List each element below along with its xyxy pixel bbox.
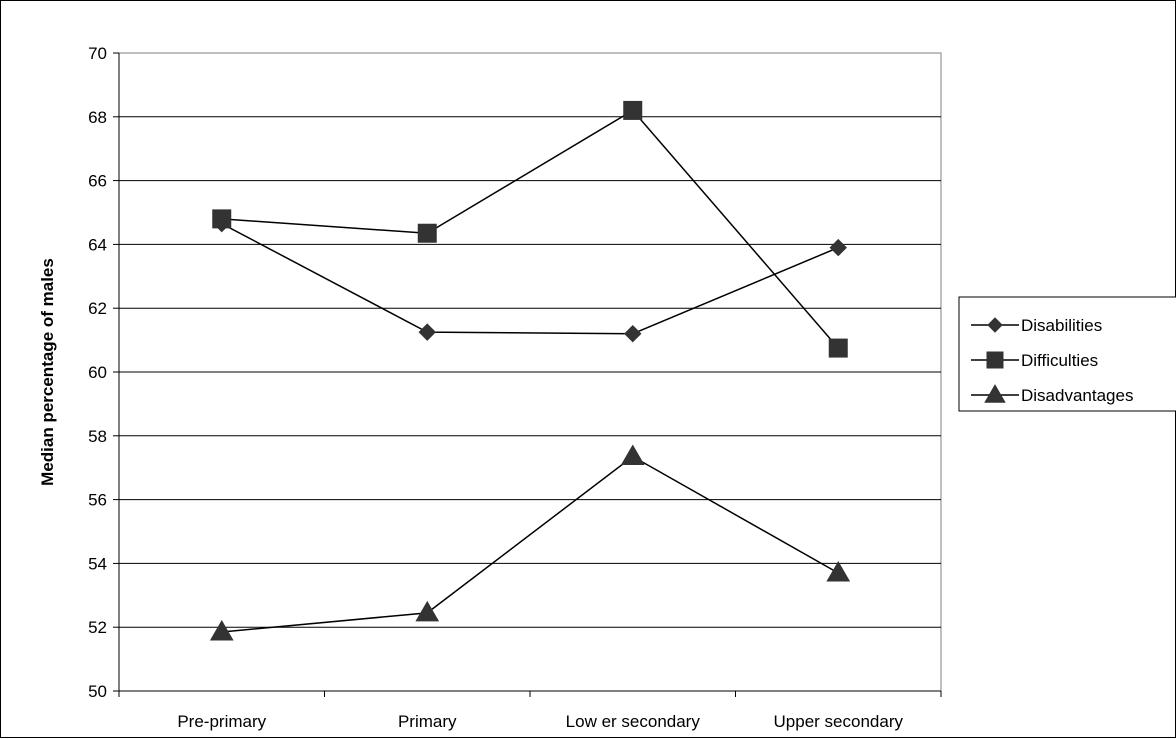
data-point: [417, 223, 437, 243]
data-point: [829, 238, 847, 257]
data-point: [212, 209, 232, 229]
data-point: [209, 619, 234, 641]
y-tick-label: 52: [88, 618, 107, 637]
data-point: [620, 444, 645, 466]
y-tick-label: 64: [88, 235, 107, 254]
data-point: [828, 338, 848, 358]
data-point: [415, 600, 440, 622]
x-tick-label: Primary: [398, 712, 457, 731]
series-line: [221, 223, 839, 335]
series-line: [221, 109, 839, 349]
y-tick-label: 50: [88, 682, 107, 701]
y-tick-label: 68: [88, 108, 107, 127]
x-tick-label: Pre-primary: [177, 712, 266, 731]
legend-entry: Disabilities: [971, 316, 1102, 335]
legend-marker: [987, 317, 1003, 333]
data-point: [418, 323, 436, 341]
legend-marker: [986, 351, 1004, 369]
legend-entry: Difficulties: [971, 351, 1098, 370]
y-tick-label: 54: [88, 554, 107, 573]
legend-label: Difficulties: [1021, 351, 1098, 370]
data-point: [624, 325, 642, 343]
y-tick-label: 62: [88, 299, 107, 318]
series-line: [221, 455, 839, 633]
data-point: [826, 560, 851, 582]
y-tick-label: 60: [88, 363, 107, 382]
y-tick-label: 70: [88, 44, 107, 63]
legend-entry: Disadvantages: [971, 384, 1133, 405]
legend-label: Disadvantages: [1021, 386, 1133, 405]
y-axis-label: Median percentage of males: [38, 258, 57, 486]
legend-marker: [984, 384, 1006, 403]
y-tick-label: 56: [88, 491, 107, 510]
legend-label: Disabilities: [1021, 316, 1102, 335]
x-tick-label: Low er secondary: [566, 712, 701, 731]
series-disadvantages: [209, 444, 851, 641]
data-point: [623, 100, 643, 120]
x-tick-label: Upper secondary: [774, 712, 904, 731]
series-disabilities: [213, 214, 847, 343]
y-tick-label: 66: [88, 172, 107, 191]
series-difficulties: [212, 100, 848, 358]
y-tick-label: 58: [88, 427, 107, 446]
